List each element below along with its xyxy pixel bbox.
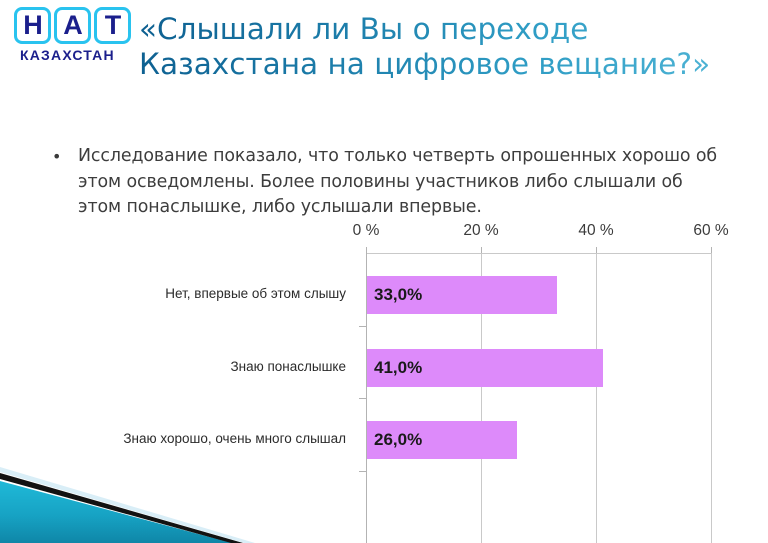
teal-triangle [0, 481, 232, 543]
bar-value-label: 33,0% [374, 285, 423, 305]
nat-kazakhstan-logo: Н А Т КАЗАХСТАН [14, 7, 132, 65]
x-axis-tick-labels: 0 % 20 % 40 % 60 % [0, 222, 768, 248]
y-axis-tick [359, 325, 366, 327]
gridline [711, 253, 712, 543]
gridline [596, 253, 597, 543]
x-axis-tick-label: 0 % [352, 222, 380, 239]
logo-subtitle: КАЗАХСТАН [20, 47, 115, 63]
x-axis-tick [481, 247, 482, 253]
y-axis-category-labels: Нет, впервые об этом слышу Знаю понаслышк… [0, 253, 358, 543]
gridline [481, 253, 482, 543]
page-title: «Слышали ли Вы о переходе Казахстана на … [139, 12, 759, 82]
y-axis-line [366, 253, 367, 543]
bar-value-label: 26,0% [374, 430, 423, 450]
plot-top-border [366, 253, 711, 254]
black-diagonal-stripe [0, 473, 243, 543]
corner-decoration-shape [0, 467, 255, 543]
logo-letter-box-3: Т [94, 7, 131, 44]
x-axis-tick-label: 40 % [578, 222, 614, 239]
bar: 26,0% [367, 421, 517, 460]
x-axis-tick-label: 20 % [463, 222, 499, 239]
corner-decoration [0, 463, 260, 543]
bar: 41,0% [367, 348, 603, 387]
x-axis-tick [366, 247, 367, 253]
logo-letter-box-1: Н [14, 7, 51, 44]
body-paragraph: Исследование показало, что только четвер… [78, 146, 718, 217]
x-axis-tick [711, 247, 712, 253]
plot-area: 33,0% 41,0% 26,0% [359, 247, 712, 543]
category-label: Знаю хорошо, очень много слышал [123, 431, 346, 447]
bar: 33,0% [367, 276, 557, 315]
x-axis-tick [596, 247, 597, 253]
bullet-icon: • [52, 147, 62, 166]
x-axis-tick-label: 60 % [693, 222, 729, 239]
category-label: Нет, впервые об этом слышу [165, 286, 346, 302]
bar-value-label: 41,0% [374, 357, 423, 377]
y-axis-tick [359, 470, 366, 472]
body-bullet-block: • Исследование показало, что только четв… [52, 144, 724, 221]
logo-letter-boxes: Н А Т [14, 7, 131, 44]
category-label: Знаю понаслышке [230, 358, 346, 374]
bar-chart: 0 % 20 % 40 % 60 % Нет, впервые об этом слы… [0, 222, 768, 543]
pale-blue-stripe [0, 467, 255, 543]
y-axis-tick [359, 398, 366, 399]
logo-letter-box-2: А [54, 7, 91, 44]
